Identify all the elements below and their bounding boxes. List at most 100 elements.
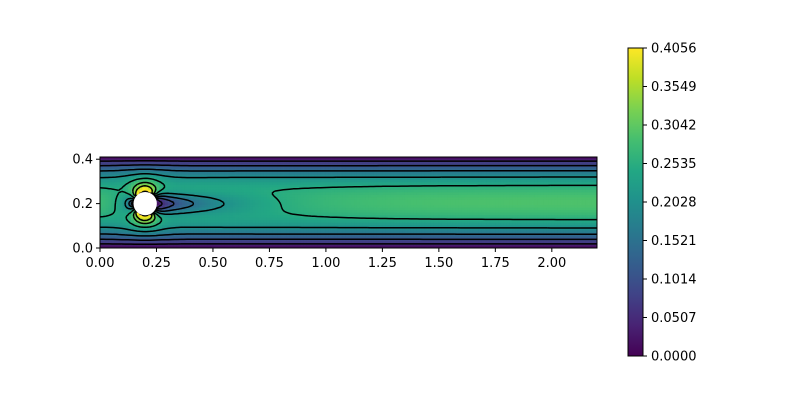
field-cell — [469, 199, 474, 203]
field-cell — [311, 167, 316, 171]
field-cell — [159, 187, 163, 191]
field-cell — [580, 177, 584, 181]
field-cell — [385, 222, 389, 226]
field-cell — [373, 215, 378, 219]
field-cell — [537, 179, 541, 183]
field-cell — [546, 167, 550, 171]
field-cell — [424, 220, 428, 224]
field-cell — [102, 184, 107, 188]
field-cell — [585, 179, 589, 183]
field-cell — [207, 177, 211, 181]
field-cell — [365, 174, 369, 178]
field-cell — [489, 172, 493, 176]
field-cell — [150, 162, 155, 165]
field-cell — [241, 184, 245, 188]
field-cell — [323, 220, 327, 224]
field-cell — [212, 199, 217, 203]
field-cell — [241, 192, 245, 196]
field-cell — [224, 189, 228, 193]
field-cell — [492, 189, 496, 193]
field-cell — [546, 222, 550, 226]
field-cell — [170, 179, 174, 183]
field-cell — [235, 174, 239, 178]
field-cell — [399, 205, 403, 208]
field-cell — [173, 215, 177, 219]
field-cell — [568, 225, 572, 229]
field-cell — [503, 157, 508, 160]
field-cell — [396, 187, 400, 191]
field-cell — [179, 194, 183, 198]
field-cell — [492, 212, 496, 216]
field-cell — [469, 172, 474, 176]
field-cell — [116, 220, 121, 224]
field-cell — [280, 212, 284, 216]
field-cell — [537, 197, 541, 201]
field-cell — [159, 167, 163, 171]
field-cell — [227, 212, 231, 216]
field-cell — [582, 167, 587, 171]
field-cell — [551, 205, 556, 208]
field-cell — [444, 187, 448, 191]
field-cell — [119, 157, 123, 160]
field-cell — [419, 177, 423, 181]
field-cell — [591, 202, 595, 206]
field-cell — [475, 215, 479, 219]
field-cell — [306, 197, 310, 201]
field-cell — [458, 199, 462, 203]
field-cell — [430, 182, 434, 186]
field-cell — [594, 205, 597, 208]
field-cell — [419, 215, 423, 219]
field-cell — [568, 162, 572, 165]
field-cell — [238, 189, 242, 193]
field-cell — [506, 197, 510, 201]
field-cell — [359, 167, 364, 171]
field-cell — [529, 177, 533, 181]
field-cell — [588, 182, 592, 186]
field-cell — [467, 174, 471, 178]
field-cell — [509, 184, 513, 188]
field-cell — [249, 174, 253, 178]
field-cell — [181, 187, 186, 191]
field-cell — [136, 179, 140, 183]
field-cell — [594, 172, 597, 176]
field-cell — [131, 164, 135, 168]
field-cell — [495, 210, 499, 214]
field-cell — [292, 167, 296, 171]
field-cell — [404, 157, 409, 160]
field-cell — [430, 202, 434, 206]
field-cell — [560, 212, 564, 216]
field-cell — [588, 194, 592, 198]
field-cell — [283, 157, 287, 160]
field-cell — [176, 222, 180, 226]
field-cell — [224, 177, 228, 181]
field-cell — [229, 227, 234, 231]
field-cell — [568, 212, 572, 216]
field-cell — [215, 192, 219, 196]
field-cell — [159, 177, 163, 181]
field-cell — [436, 177, 440, 181]
field-cell — [385, 182, 389, 186]
field-cell — [345, 177, 349, 181]
field-cell — [241, 199, 245, 203]
field-cell — [484, 162, 488, 165]
field-cell — [371, 202, 375, 206]
field-cell — [577, 179, 581, 183]
field-cell — [565, 202, 570, 206]
field-cell — [461, 205, 465, 208]
field-cell — [523, 167, 527, 171]
field-cell — [568, 184, 572, 188]
field-cell — [515, 210, 519, 214]
field-cell — [554, 212, 558, 216]
field-cell — [543, 174, 547, 178]
field-cell — [292, 172, 296, 176]
field-cell — [111, 225, 115, 229]
field-cell — [529, 192, 533, 196]
field-cell — [399, 212, 403, 216]
field-cell — [424, 202, 428, 206]
field-cell — [119, 167, 123, 171]
field-cell — [421, 162, 426, 165]
field-cell — [402, 192, 406, 196]
field-cell — [348, 210, 352, 214]
field-cell — [503, 199, 508, 203]
field-cell — [574, 215, 578, 219]
